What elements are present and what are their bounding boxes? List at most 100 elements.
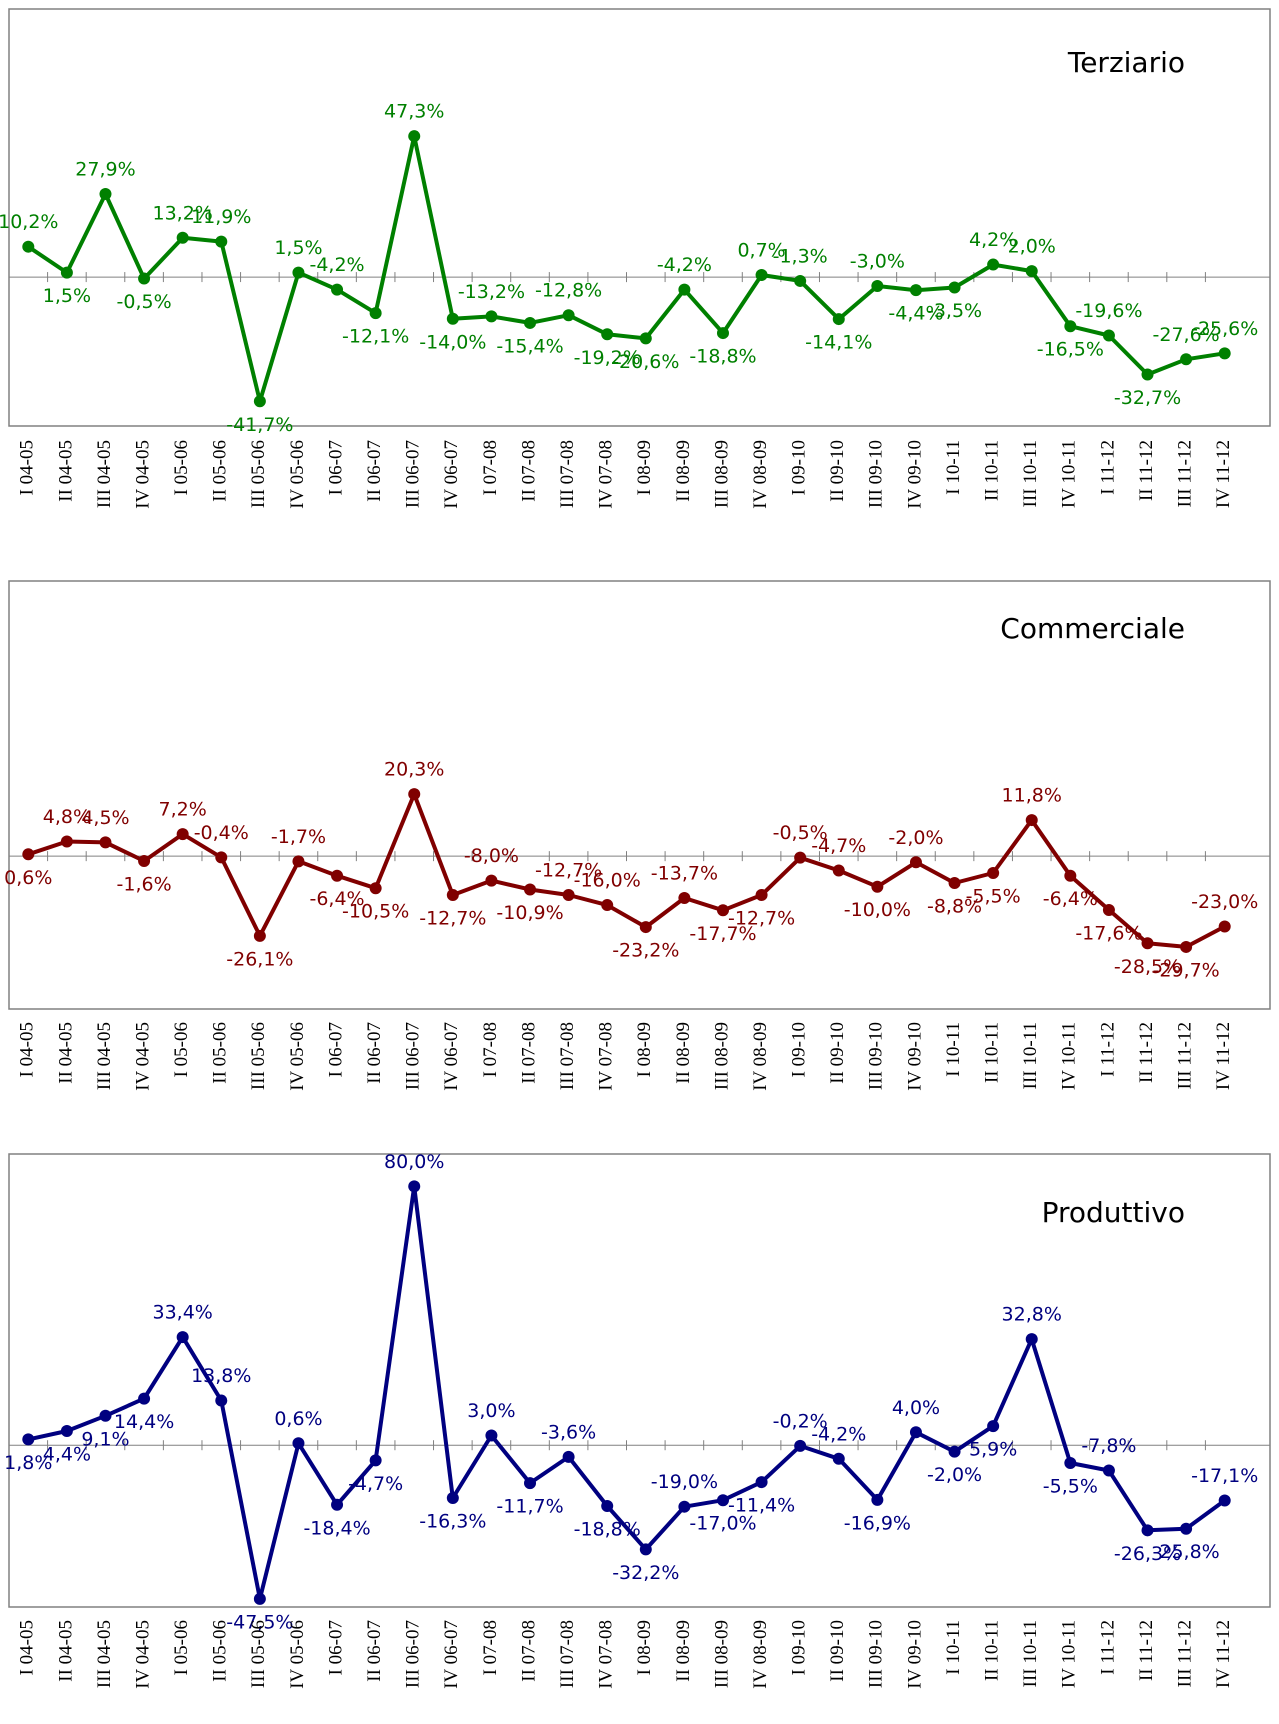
data-point	[446, 1491, 459, 1504]
data-point	[176, 1331, 189, 1344]
x-tick-label: IV 08-09	[750, 1022, 771, 1091]
value-label: -26,3%	[1114, 1543, 1181, 1565]
data-point	[1102, 329, 1115, 342]
value-label: -16,5%	[1037, 339, 1104, 361]
value-label: 11,8%	[1002, 785, 1062, 807]
value-label: -4,2%	[811, 1423, 866, 1445]
x-tick-label: III 04-05	[94, 440, 115, 508]
x-tick-label: I 10-11	[943, 440, 964, 495]
x-tick-label: III 10-11	[1020, 440, 1041, 507]
x-tick-label: IV 07-08	[596, 1022, 617, 1091]
value-label: -25,6%	[1191, 318, 1258, 340]
value-label: -3,0%	[850, 251, 905, 273]
x-tick-label: I 11-12	[1097, 1022, 1118, 1077]
data-point	[369, 307, 382, 320]
data-point	[1141, 937, 1154, 950]
data-point	[22, 1433, 35, 1446]
x-tick-label: IV 07-08	[596, 440, 617, 509]
data-point	[794, 274, 807, 287]
value-label: 3,0%	[467, 1400, 515, 1422]
x-tick-label: I 05-06	[171, 1620, 192, 1675]
data-point	[909, 284, 922, 297]
x-tick-label: IV 09-10	[904, 1620, 925, 1689]
data-point	[60, 835, 73, 848]
data-point	[524, 1477, 537, 1490]
value-label: -14,1%	[805, 332, 872, 354]
data-point	[1141, 1524, 1154, 1537]
data-point	[22, 848, 35, 861]
value-label: -10,9%	[496, 902, 563, 924]
x-tick-label: IV 06-07	[441, 1620, 462, 1689]
value-label: -18,4%	[303, 1517, 370, 1539]
data-point	[292, 855, 305, 868]
data-point	[253, 395, 266, 408]
value-label: -7,8%	[1081, 1435, 1136, 1457]
x-tick-label: II 05-06	[210, 1022, 231, 1084]
value-label: -32,7%	[1114, 387, 1181, 409]
data-point	[524, 316, 537, 329]
data-point	[948, 877, 961, 890]
data-point	[562, 888, 575, 901]
data-point	[794, 851, 807, 864]
x-tick-label: III 09-10	[866, 440, 887, 508]
x-tick-label: III 09-10	[866, 1022, 887, 1090]
x-tick-label: II 09-10	[827, 1620, 848, 1682]
x-tick-label: III 07-08	[557, 1022, 578, 1090]
data-point	[215, 851, 228, 864]
x-tick-label: II 10-11	[982, 1022, 1003, 1083]
x-tick-label: IV 05-06	[287, 440, 308, 509]
data-point	[485, 1429, 498, 1442]
x-tick-label: I 06-07	[325, 1620, 346, 1675]
data-point	[1025, 1333, 1038, 1346]
x-tick-label: I 04-05	[17, 1620, 38, 1675]
x-tick-label: I 11-12	[1097, 440, 1118, 495]
data-point	[99, 836, 112, 849]
value-label: -29,7%	[1153, 959, 1220, 981]
value-label: -2,0%	[888, 827, 943, 849]
data-point	[1102, 1464, 1115, 1477]
data-point	[1102, 903, 1115, 916]
data-point	[292, 1437, 305, 1450]
value-label: 4,0%	[892, 1397, 940, 1419]
value-label: -17,1%	[1191, 1465, 1258, 1487]
value-label: -5,5%	[1043, 1476, 1098, 1498]
x-tick-label: I 05-06	[171, 1022, 192, 1077]
plot-frame	[8, 580, 1271, 1010]
value-label: -0,2%	[773, 1410, 828, 1432]
x-tick-label: IV 07-08	[596, 1620, 617, 1689]
data-point	[948, 1445, 961, 1458]
value-label: -32,2%	[612, 1562, 679, 1584]
value-label: -1,6%	[117, 874, 172, 896]
x-tick-label: III 11-12	[1174, 440, 1195, 507]
x-tick-label: III 05-06	[248, 1022, 269, 1090]
x-tick-label: II 04-05	[55, 1022, 76, 1084]
x-tick-label: III 11-12	[1174, 1022, 1195, 1089]
data-point	[639, 1543, 652, 1556]
data-point	[639, 921, 652, 934]
x-tick-label: I 06-07	[325, 440, 346, 495]
x-tick-label: II 07-08	[518, 1022, 539, 1084]
data-point	[1064, 869, 1077, 882]
data-line	[27, 792, 1226, 949]
value-label: -13,2%	[458, 281, 525, 303]
x-tick-label: II 11-12	[1136, 1022, 1157, 1083]
x-tick-label: IV 08-09	[750, 1620, 771, 1689]
value-label: -27,6%	[1153, 324, 1220, 346]
data-point	[987, 258, 1000, 271]
value-label: -17,6%	[1075, 922, 1142, 944]
value-label: 5,9%	[969, 1439, 1017, 1461]
value-label: -4,7%	[811, 835, 866, 857]
value-label: -23,2%	[612, 940, 679, 962]
data-point	[1025, 814, 1038, 827]
x-tick-label: II 08-09	[673, 1022, 694, 1084]
x-tick-label: I 09-10	[789, 1022, 810, 1077]
x-tick-label: I 10-11	[943, 1620, 964, 1675]
data-point	[138, 855, 151, 868]
value-label: 32,8%	[1002, 1304, 1062, 1326]
data-point	[716, 1494, 729, 1507]
x-tick-label: IV 06-07	[441, 1022, 462, 1091]
x-tick-label: III 05-06	[248, 1620, 269, 1688]
data-point	[601, 1500, 614, 1513]
data-point	[601, 899, 614, 912]
value-label: -6,4%	[1043, 888, 1098, 910]
